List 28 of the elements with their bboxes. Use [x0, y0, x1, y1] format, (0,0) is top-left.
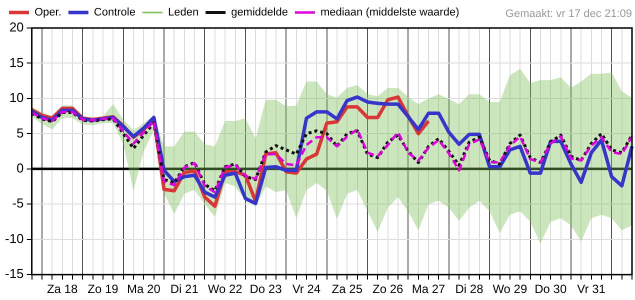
- x-tick-label: Zo 19: [88, 282, 119, 296]
- legend-label: gemiddelde: [231, 6, 288, 19]
- x-tick-label: Ma 27: [412, 282, 446, 296]
- x-tick-label: Wo 29: [492, 282, 528, 296]
- x-tick-label: Vr 24: [292, 282, 321, 296]
- y-tick-label: -10: [4, 230, 24, 246]
- legend-label: mediaan (middelste waarde): [320, 6, 460, 19]
- x-tick-label: Di 21: [170, 282, 199, 296]
- y-tick-label: 5: [16, 125, 24, 140]
- x-tick-label: Do 23: [250, 282, 282, 296]
- legend-label: Leden: [168, 6, 199, 19]
- x-tick-label: Ma 20: [127, 282, 161, 296]
- y-tick-label: 0: [16, 160, 24, 176]
- legend-label: Oper.: [34, 6, 62, 19]
- y-tick-label: -15: [4, 266, 24, 282]
- x-tick-label: Za 25: [332, 282, 363, 296]
- y-tick-label: 20: [9, 20, 24, 35]
- y-tick-label: -5: [12, 196, 24, 211]
- x-tick-label: Wo 22: [208, 282, 243, 296]
- x-tick-label: Za 18: [46, 282, 78, 296]
- x-tick-label: Di 28: [455, 282, 484, 296]
- y-tick-label: 15: [9, 54, 24, 70]
- y-tick-label: 10: [9, 90, 24, 106]
- x-tick-label: Zo 26: [372, 282, 404, 296]
- legend-label: Controle: [94, 6, 136, 19]
- x-tick-label: Vr 31: [577, 282, 606, 296]
- x-tick-label: Do 30: [534, 282, 567, 296]
- text: Gemaakt: vr 17 dec 21:09: [505, 8, 632, 20]
